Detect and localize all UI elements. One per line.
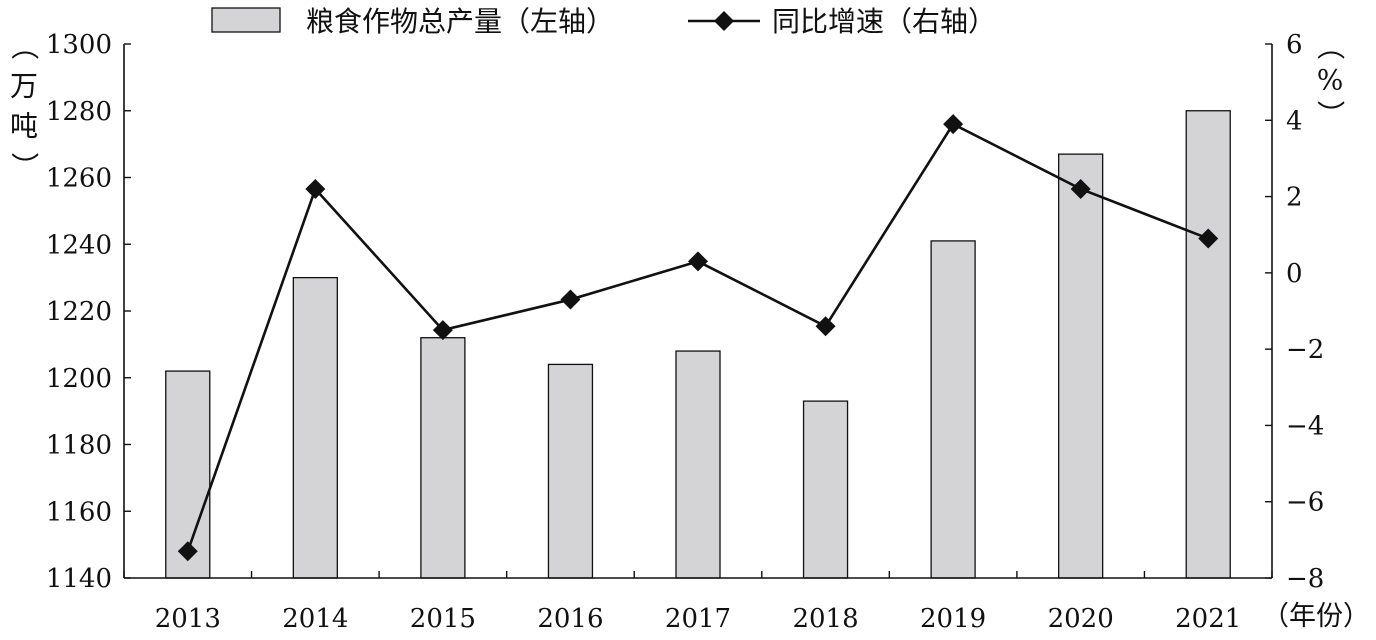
- left-tick-label: 1200: [46, 364, 112, 394]
- right-tick-label: −4: [1286, 411, 1324, 441]
- point-2021: [1198, 228, 1219, 249]
- point-2014: [305, 178, 326, 199]
- left-tick-label: 1300: [46, 30, 112, 60]
- legend-line-label: 同比增速（右轴）: [772, 5, 996, 38]
- x-tick-label: 2014: [282, 604, 348, 634]
- label-char: 万: [10, 70, 38, 103]
- legend-diamond-marker: [714, 11, 734, 31]
- legend: 粮食作物总产量（左轴） 同比增速（右轴）: [211, 5, 996, 38]
- right-axis-label: （% ）: [1314, 32, 1347, 128]
- axes: 1140 1160 1180 1200 1220 1240 1260 1280 1300 −8 −6…: [46, 30, 1325, 634]
- point-2019: [943, 114, 964, 135]
- label-char: （: [8, 32, 41, 60]
- point-2015: [432, 320, 453, 341]
- x-tick-label: 2018: [792, 604, 858, 634]
- point-2018: [815, 316, 836, 337]
- right-tick-label: 0: [1286, 259, 1303, 289]
- label-char: %: [1317, 64, 1344, 97]
- left-axis-label: （ 万吨 ）: [8, 32, 41, 180]
- right-tick-label: 4: [1286, 106, 1303, 136]
- right-tick-label: 6: [1286, 30, 1303, 60]
- x-tick-label: 2017: [665, 604, 731, 634]
- right-tick-label: −6: [1286, 488, 1324, 518]
- left-tick-label: 1160: [46, 497, 112, 527]
- left-tick-label: 1220: [46, 297, 112, 327]
- left-tick-label: 1240: [46, 230, 112, 260]
- legend-bar-swatch: [211, 7, 281, 33]
- legend-bar-label: 粮食作物总产量（左轴）: [306, 5, 614, 38]
- point-2013: [177, 541, 198, 562]
- label-char: ）: [1314, 100, 1347, 128]
- x-tick-label: 2021: [1175, 604, 1241, 634]
- x-axis-label: （年份）: [1262, 601, 1370, 632]
- bar-2014: [292, 276, 338, 579]
- left-tick-label: 1180: [46, 431, 112, 461]
- bar-2015: [420, 337, 466, 579]
- point-2020: [1070, 178, 1091, 199]
- x-tick-label: 2016: [537, 604, 603, 634]
- point-2017: [688, 251, 708, 272]
- bar-series: [165, 110, 1231, 579]
- bar-2017: [675, 350, 721, 579]
- x-tick-label: 2019: [920, 604, 986, 634]
- bar-2019: [930, 240, 976, 579]
- bar-2016: [547, 363, 594, 579]
- right-tick-label: 2: [1286, 183, 1303, 213]
- label-char: ）: [8, 152, 41, 180]
- x-tick-label: 2020: [1048, 604, 1114, 634]
- left-tick-label: 1140: [46, 564, 112, 594]
- right-tick-label: −2: [1286, 335, 1324, 365]
- x-tick-label: 2015: [410, 604, 476, 634]
- bar-2020: [1058, 153, 1104, 579]
- bar-2018: [802, 400, 849, 579]
- line-series: [177, 114, 1219, 562]
- label-char: 吨: [10, 110, 38, 143]
- left-tick-label: 1260: [46, 164, 112, 194]
- x-tick-label: 2013: [155, 604, 221, 634]
- left-tick-label: 1280: [46, 97, 112, 127]
- label-char: （: [1314, 32, 1347, 60]
- bar-2021: [1185, 110, 1231, 579]
- right-tick-label: −8: [1286, 564, 1324, 594]
- axis-labels: （ 万吨 ） （% ） （年份）: [8, 32, 1371, 632]
- point-2016: [560, 289, 581, 310]
